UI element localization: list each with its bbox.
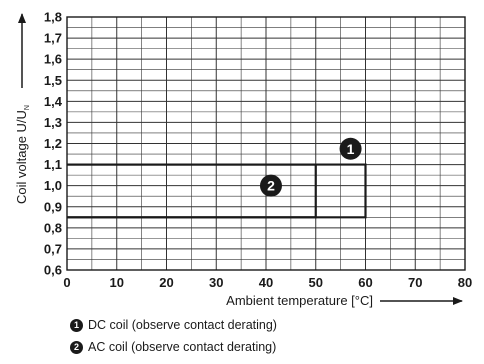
y-tick-label: 0,7 (44, 241, 62, 256)
series-layer (67, 163, 367, 219)
grid (67, 17, 465, 270)
y-tick-label: 0,6 (44, 263, 62, 278)
svg-text:1: 1 (347, 141, 355, 157)
y-axis-title: Coil voltage U/UN (14, 105, 31, 204)
x-tick-label: 50 (309, 275, 323, 290)
y-tick-label: 1,4 (44, 94, 63, 109)
x-axis-title: Ambient temperature [°C] (226, 293, 373, 308)
x-tick-label: 70 (408, 275, 422, 290)
x-tick-label: 40 (259, 275, 273, 290)
x-tick-label: 60 (358, 275, 372, 290)
x-tick-labels: 0 10 20 30 40 50 60 70 80 (63, 275, 472, 290)
y-tick-labels: 0,6 0,7 0,8 0,9 1,0 1,1 1,2 1,3 1,4 1,5 1,6 1,7 1,8 (44, 10, 63, 278)
x-tick-label: 80 (458, 275, 472, 290)
marker-2-icon: 2 (259, 174, 282, 197)
y-tick-label: 1,7 (44, 31, 62, 46)
marker-1-icon: 1 (339, 137, 362, 160)
x-tick-label: 10 (110, 275, 124, 290)
y-tick-label: 0,9 (44, 199, 62, 214)
y-tick-label: 1,1 (44, 157, 62, 172)
plot-frame (66, 16, 466, 271)
legend-label-ac: AC coil (observe contact derating) (88, 340, 277, 354)
x-tick-label: 20 (159, 275, 173, 290)
legend-item-ac: 2 AC coil (observe contact derating) (70, 340, 276, 354)
series-markers: 12 (259, 137, 362, 197)
x-tick-label: 30 (209, 275, 223, 290)
y-tick-label: 1,6 (44, 52, 62, 67)
marker-2-icon: 2 (70, 340, 83, 354)
y-tick-label: 1,0 (44, 178, 62, 193)
x-tick-label: 0 (63, 275, 70, 290)
y-tick-label: 1,8 (44, 10, 62, 25)
y-tick-label: 1,2 (44, 136, 62, 151)
legend-item-dc: 1 DC coil (observe contact derating) (70, 318, 277, 332)
svg-text:2: 2 (267, 178, 275, 194)
legend-label-dc: DC coil (observe contact derating) (88, 318, 277, 332)
marker-1-icon: 1 (70, 318, 83, 332)
y-tick-label: 1,5 (44, 73, 62, 88)
series-2-line (67, 163, 317, 219)
y-tick-label: 1,3 (44, 115, 62, 130)
y-tick-label: 0,8 (44, 220, 62, 235)
